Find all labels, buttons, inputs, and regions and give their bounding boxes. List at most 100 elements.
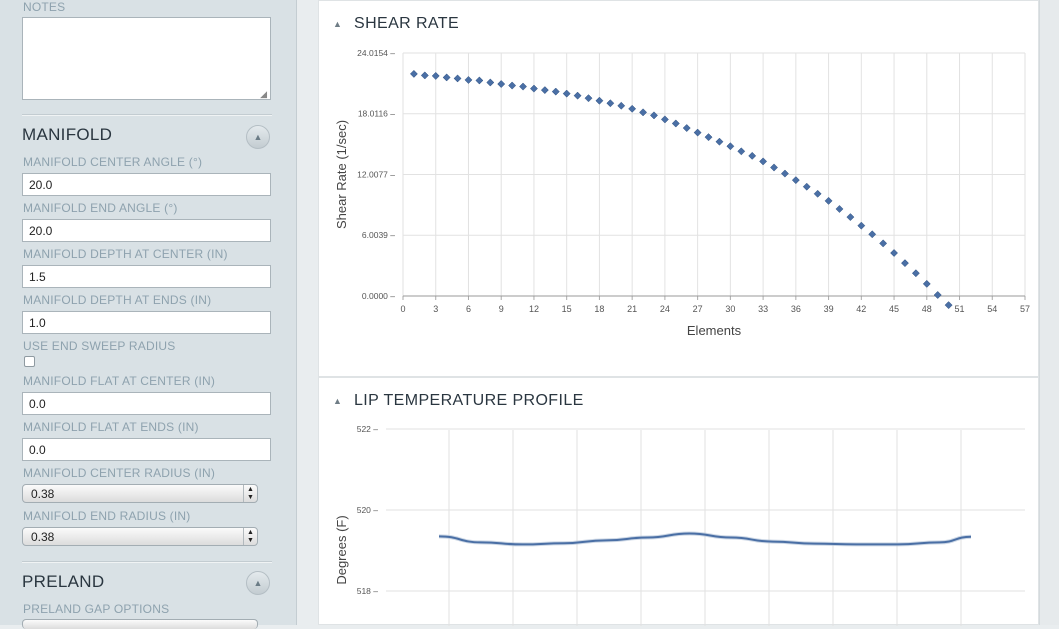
preland-section-title: PRELAND <box>22 572 105 591</box>
manifold-center-angle-label: MANIFOLD CENTER ANGLE (°) <box>23 155 203 169</box>
data-point <box>802 182 811 191</box>
data-point <box>431 71 440 80</box>
data-point <box>420 71 429 80</box>
collapse-caret-icon[interactable]: ▲ <box>333 19 342 29</box>
x-axis-label: Elements <box>687 323 742 338</box>
manifold-end-radius-select[interactable]: 0.38 ▲ ▼ <box>22 527 258 546</box>
manifold-collapse-button[interactable]: ▲ <box>246 125 270 149</box>
x-tick-label: 42 <box>856 304 866 314</box>
data-point <box>780 169 789 178</box>
x-tick-label: 12 <box>529 304 539 314</box>
select-value: 0.38 <box>31 487 55 501</box>
data-point <box>682 124 691 132</box>
y-tick-label: 520 – <box>357 505 379 515</box>
data-point <box>813 189 822 198</box>
manifold-depth-ends-label: MANIFOLD DEPTH AT ENDS (IN) <box>23 293 212 307</box>
y-tick-label: 6.0039 – <box>362 230 395 240</box>
manifold-flat-center-input[interactable]: 0.0 <box>22 392 271 415</box>
x-tick-label: 9 <box>499 304 504 314</box>
settings-sidebar: NOTES ◢ MANIFOLD ▲ MANIFOLD CENTER ANGLE… <box>0 0 297 629</box>
data-point <box>835 205 844 213</box>
data-point <box>911 269 920 278</box>
shear-rate-panel: ▲ SHEAR RATE 0 3 6 9 12 15 18 21 24 27 30 33 36 39 42 4… <box>318 0 1039 377</box>
data-point <box>791 176 800 185</box>
manifold-flat-ends-label: MANIFOLD FLAT AT ENDS (IN) <box>23 420 199 434</box>
x-tick-label: 48 <box>922 304 932 314</box>
manifold-end-angle-input[interactable]: 20.0 <box>22 219 271 242</box>
manifold-section-title: MANIFOLD <box>22 125 113 144</box>
manifold-flat-center-label: MANIFOLD FLAT AT CENTER (IN) <box>23 374 216 388</box>
y-tick-label: 522 – <box>357 424 379 434</box>
y-axis-label: Shear Rate (1/sec) <box>334 120 349 229</box>
x-tick-label: 39 <box>824 304 834 314</box>
data-point <box>726 142 735 151</box>
temperature-line <box>438 532 972 546</box>
lip-temperature-panel: ▲ LIP TEMPERATURE PROFILE 518 – 520 – 522 … <box>318 377 1039 626</box>
manifold-depth-center-input[interactable]: 1.5 <box>22 265 271 288</box>
data-point <box>639 108 648 117</box>
data-point <box>824 196 833 205</box>
use-end-sweep-radius-label: USE END SWEEP RADIUS <box>23 339 176 353</box>
shear-rate-title: SHEAR RATE <box>354 15 460 32</box>
data-point <box>901 259 909 268</box>
data-point <box>671 119 680 128</box>
data-point <box>660 115 669 124</box>
data-point <box>650 111 658 120</box>
notes-textarea[interactable] <box>22 17 271 100</box>
data-point <box>922 279 931 288</box>
section-divider <box>22 114 272 116</box>
section-divider <box>22 561 272 563</box>
y-tick-label: 18.0116 – <box>358 109 395 119</box>
data-point <box>519 82 527 91</box>
manifold-flat-ends-input[interactable]: 0.0 <box>22 438 271 461</box>
data-point <box>759 157 768 166</box>
resize-grip-icon[interactable]: ◢ <box>260 89 267 99</box>
preland-gap-options-select[interactable] <box>22 619 258 629</box>
data-point <box>475 76 484 85</box>
lip-temperature-chart: 518 – 520 – 522 – Degrees (F) <box>334 424 1025 626</box>
data-point <box>453 74 462 83</box>
x-tick-label: 51 <box>955 304 965 314</box>
data-point <box>890 249 899 257</box>
data-point <box>704 133 713 142</box>
x-tick-label: 3 <box>433 304 438 314</box>
data-point <box>857 221 866 230</box>
data-point <box>497 80 506 88</box>
preland-gap-options-label: PRELAND GAP OPTIONS <box>23 602 170 616</box>
x-tick-label: 15 <box>562 304 572 314</box>
manifold-end-radius-label: MANIFOLD END RADIUS (IN) <box>23 509 191 523</box>
data-point <box>879 239 888 248</box>
collapse-caret-icon[interactable]: ▲ <box>333 396 342 406</box>
manifold-center-radius-label: MANIFOLD CENTER RADIUS (IN) <box>23 466 216 480</box>
y-tick-label: 24.0154 – <box>357 48 395 58</box>
x-tick-label: 18 <box>594 304 604 314</box>
y-tick-label: 12.0077 – <box>357 170 395 180</box>
x-tick-label: 27 <box>693 304 703 314</box>
manifold-center-radius-select[interactable]: 0.38 ▲ ▼ <box>22 484 258 503</box>
use-end-sweep-radius-checkbox[interactable] <box>24 356 35 367</box>
x-tick-label: 57 <box>1020 304 1030 314</box>
x-tick-label: 33 <box>758 304 768 314</box>
data-point <box>846 213 855 222</box>
y-tick-label: 518 – <box>357 586 379 596</box>
data-point <box>748 151 757 160</box>
shear-rate-chart: 0 3 6 9 12 15 18 21 24 27 30 33 36 39 42 45 48 51 54 570.00… <box>334 48 1030 338</box>
x-tick-label: 0 <box>400 304 405 314</box>
data-point <box>562 89 571 98</box>
data-point <box>770 163 778 172</box>
x-tick-label: 54 <box>987 304 997 314</box>
x-tick-label: 36 <box>791 304 801 314</box>
notes-label: NOTES <box>23 0 66 14</box>
data-point <box>693 128 702 137</box>
manifold-center-angle-input[interactable]: 20.0 <box>22 173 271 196</box>
data-point <box>573 91 582 100</box>
scrollbar-track[interactable] <box>1039 0 1059 625</box>
chevron-up-icon: ▲ <box>253 578 263 588</box>
data-point <box>584 94 593 103</box>
manifold-depth-ends-input[interactable]: 1.0 <box>22 311 271 334</box>
data-point <box>529 84 538 93</box>
preland-collapse-button[interactable]: ▲ <box>246 571 270 595</box>
data-point <box>868 230 877 239</box>
data-point <box>628 104 637 113</box>
chevron-up-icon: ▲ <box>253 132 263 142</box>
